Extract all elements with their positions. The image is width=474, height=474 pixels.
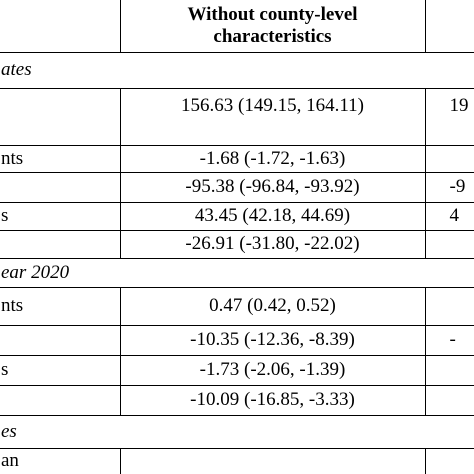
data-row: an (0, 447, 474, 474)
row-label (0, 171, 121, 203)
header-cell (0, 0, 121, 53)
data-row: -26.91 (-31.80, -22.02) (0, 229, 474, 259)
estimate-cell: -26.91 (-31.80, -22.02) (119, 229, 426, 259)
estimate-cell: -10.09 (-16.85, -3.33) (119, 384, 426, 416)
estimate-cell: 156.63 (149.15, 164.11) (119, 87, 426, 146)
data-row: -95.38 (-96.84, -93.92) -9 (0, 171, 474, 203)
section-row: ear 2020 (0, 257, 474, 288)
header-row: Without county-level characteristics (0, 0, 474, 53)
row-label (0, 384, 121, 416)
row-label (0, 87, 121, 146)
header-cell: Without county-level characteristics (119, 0, 426, 53)
estimate-cell: -9 (424, 171, 474, 203)
estimate-cell (424, 144, 474, 173)
estimate-cell: -95.38 (-96.84, -93.92) (119, 171, 426, 203)
data-row: s 43.45 (42.18, 44.69) 4 (0, 201, 474, 231)
estimate-cell: 19 (424, 87, 474, 146)
header-cell (424, 0, 474, 53)
row-label: s (0, 201, 121, 231)
data-row: 156.63 (149.15, 164.11) 19 (0, 87, 474, 146)
estimate-cell: -10.35 (-12.36, -8.39) (119, 324, 426, 356)
row-label: s (0, 354, 121, 386)
row-label: nts (0, 144, 121, 173)
data-row: -10.35 (-12.36, -8.39) - (0, 324, 474, 356)
row-label (0, 324, 121, 356)
estimate-cell (119, 447, 426, 474)
estimate-cell (424, 447, 474, 474)
estimate-cell (424, 354, 474, 386)
section-label: ear 2020 (0, 257, 474, 288)
estimate-cell: 4 (424, 201, 474, 231)
estimate-cell: -1.73 (-2.06, -1.39) (119, 354, 426, 386)
section-row: es (0, 414, 474, 449)
estimate-cell (424, 229, 474, 259)
estimate-cell: -1.68 (-1.72, -1.63) (119, 144, 426, 173)
estimate-cell (424, 286, 474, 326)
estimate-cell (424, 384, 474, 416)
section-label: ates (0, 51, 474, 89)
row-label: an (0, 447, 121, 474)
data-row: s -1.73 (-2.06, -1.39) (0, 354, 474, 386)
section-row: ates (0, 51, 474, 89)
data-row: nts 0.47 (0.42, 0.52) (0, 286, 474, 326)
row-label: nts (0, 286, 121, 326)
estimate-cell: - (424, 324, 474, 356)
row-label (0, 229, 121, 259)
estimate-cell: 43.45 (42.18, 44.69) (119, 201, 426, 231)
section-label: es (0, 414, 474, 449)
data-row: -10.09 (-16.85, -3.33) (0, 384, 474, 416)
data-row: nts -1.68 (-1.72, -1.63) (0, 144, 474, 173)
estimate-cell: 0.47 (0.42, 0.52) (119, 286, 426, 326)
